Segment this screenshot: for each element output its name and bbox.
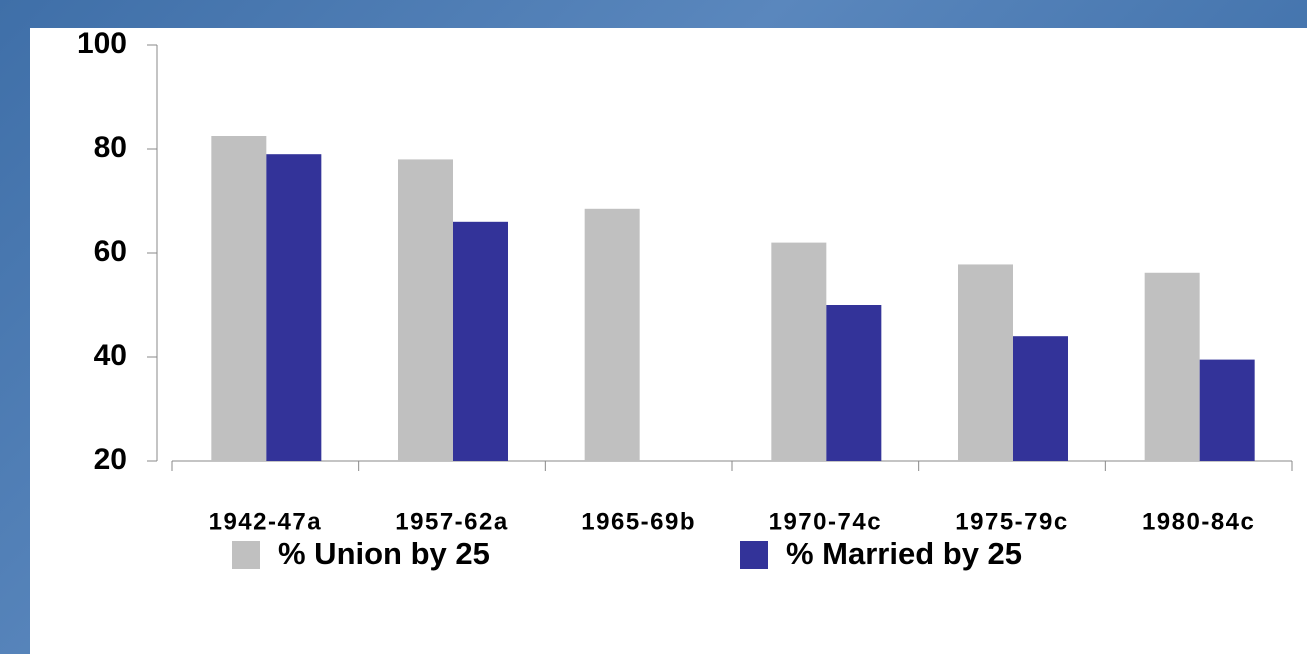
y-tick-label: 100 [77, 27, 127, 60]
bar [398, 159, 453, 461]
legend-label: % Union by 25 [278, 536, 490, 571]
bar [958, 264, 1013, 461]
bar [1013, 336, 1068, 461]
x-tick-label: 1980-84c [1142, 508, 1255, 535]
x-tick-label: 1965-69b [581, 508, 696, 535]
y-tick-label: 20 [94, 443, 127, 476]
bar [771, 242, 827, 461]
x-tick-label: 1942-47a [209, 508, 322, 535]
legend-swatch [740, 541, 768, 569]
bar [1199, 359, 1255, 461]
bar [826, 305, 882, 461]
x-tick-label: 1970-74c [769, 508, 882, 535]
y-tick-label: 40 [94, 339, 127, 372]
bar [211, 136, 267, 461]
legend-label: % Married by 25 [786, 536, 1022, 571]
y-tick-label: 80 [94, 131, 127, 164]
bar [453, 221, 508, 461]
legend-swatch [232, 541, 260, 569]
x-tick-label: 1975-79c [955, 508, 1068, 535]
x-tick-label: 1957-62a [395, 508, 508, 535]
bar [266, 154, 322, 461]
y-tick-label: 60 [94, 235, 127, 268]
bar [1144, 272, 1200, 461]
bar [584, 208, 640, 461]
